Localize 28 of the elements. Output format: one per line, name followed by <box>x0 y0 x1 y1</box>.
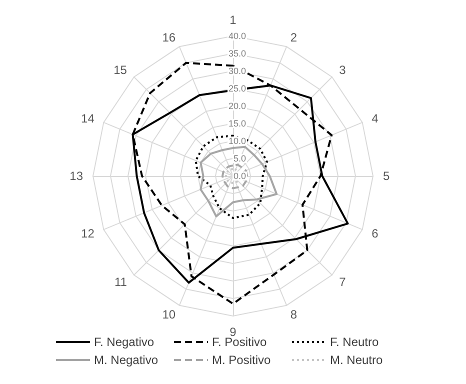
spoke-label: 1 <box>230 13 237 27</box>
y-tick-label: 40.0 <box>228 31 246 41</box>
legend-label: F. Neutro <box>330 335 380 349</box>
spoke-label: 2 <box>290 30 298 44</box>
y-tick-label: 35.0 <box>228 48 246 58</box>
legend-label: M. Negativo <box>94 353 158 367</box>
spoke-label: 3 <box>339 62 346 77</box>
legend-label: M. Positivo <box>212 353 272 367</box>
spoke-label: 13 <box>70 169 84 183</box>
legend-label: F. Negativo <box>94 335 154 349</box>
y-tick-label: 5.0 <box>233 154 246 164</box>
spoke-label: 11 <box>114 275 128 290</box>
y-tick-label: 25.0 <box>228 84 246 94</box>
y-tick-label: 10.0 <box>228 136 246 146</box>
spoke-label: 16 <box>162 30 176 44</box>
y-tick-label: 20.0 <box>228 101 246 111</box>
y-tick-label: 15.0 <box>228 118 246 128</box>
spoke-label: 12 <box>81 226 95 240</box>
y-tick-label: 30.0 <box>228 66 246 76</box>
spoke-label: 8 <box>290 308 298 322</box>
spoke-label: 14 <box>81 112 95 126</box>
spoke-label: 15 <box>114 62 128 77</box>
spoke-label: 10 <box>162 308 176 322</box>
spoke-label: 6 <box>372 226 379 240</box>
legend-label: M. Neutro <box>330 353 384 367</box>
spoke-label: 5 <box>383 169 390 183</box>
spoke-label: 7 <box>339 275 346 290</box>
spoke-label: 4 <box>372 112 379 126</box>
